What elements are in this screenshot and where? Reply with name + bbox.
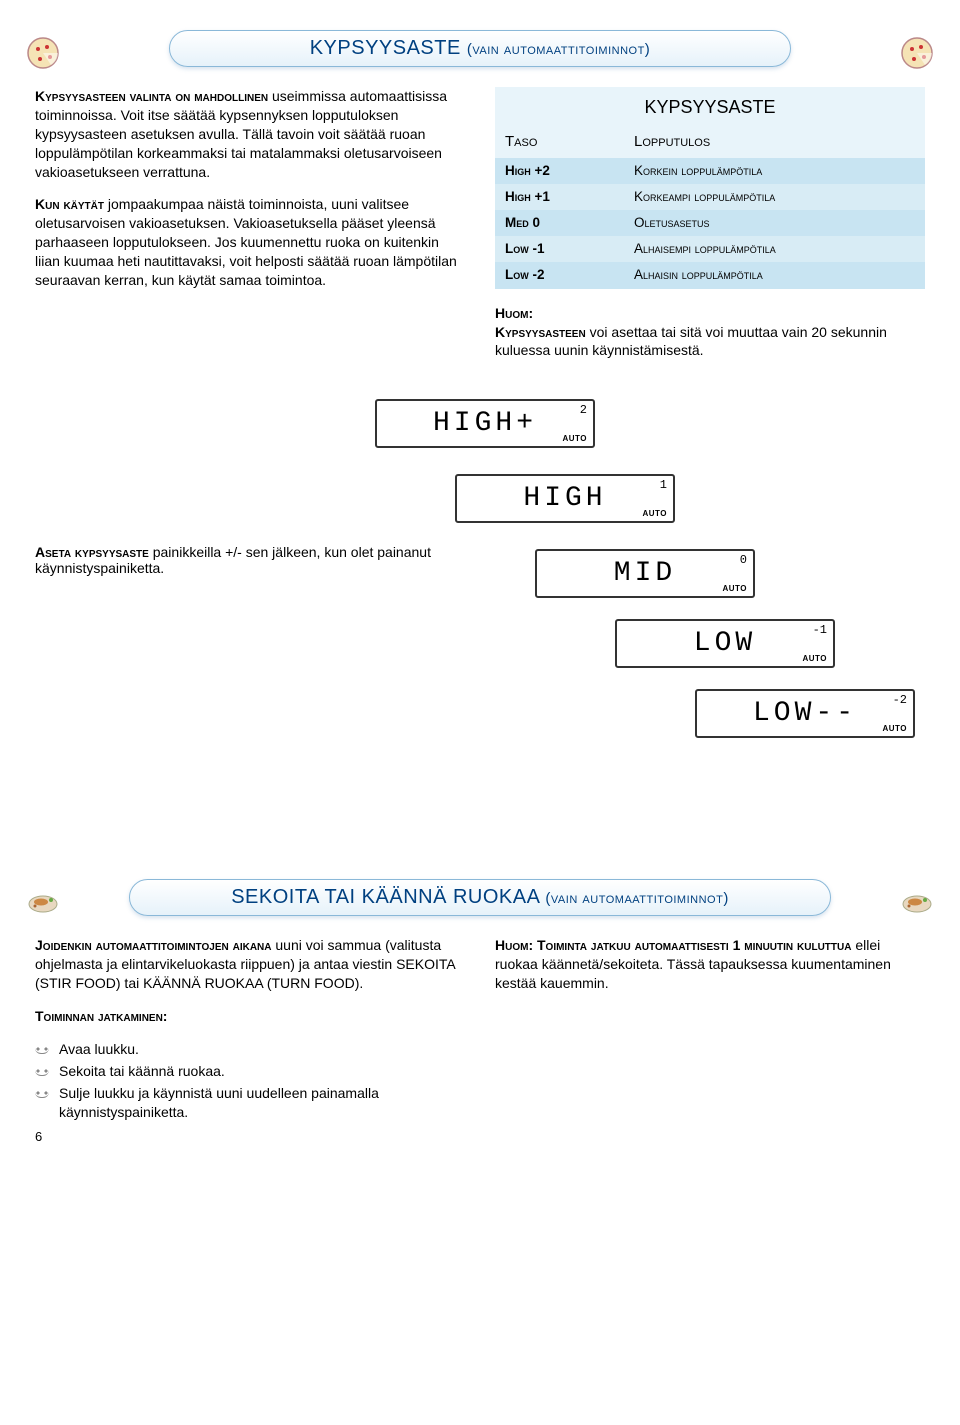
display-low-2: LOW-- -2 AUTO	[695, 689, 915, 738]
section1-subtitle: (vain automaattitoiminnot)	[467, 41, 650, 58]
display-num: 1	[660, 478, 667, 492]
food-icon	[899, 884, 935, 920]
display-main: HIGH+	[433, 408, 537, 439]
table-h2: Lopputulos	[624, 127, 925, 157]
s2-p1-lead: Joidenkin automaattitoimintojen aikana	[35, 937, 272, 953]
section2-right-column: Huom: Toiminta jatkuu automaattisesti 1 …	[495, 936, 925, 1124]
section2-title: SEKOITA TAI KÄÄNNÄ RUOKAA	[231, 886, 539, 908]
p2-lead: Kun käytät	[35, 196, 104, 212]
display-high-2: HIGH+ 2 AUTO	[375, 399, 595, 448]
table-cell: High +1	[495, 184, 624, 210]
set-instruction: Aseta kypsyysaste painikkeilla +/- sen j…	[35, 544, 455, 576]
table-cell: Korkeampi loppulämpötila	[624, 184, 925, 210]
table-cell: Oletusasetus	[624, 210, 925, 236]
section1-left-column: Kypsyysasteen valinta on mahdollinen use…	[35, 87, 465, 374]
display-auto: AUTO	[722, 584, 747, 593]
pizza-icon	[25, 35, 61, 71]
action-label: Toiminnan jatkaminen:	[35, 1008, 167, 1024]
display-low-1: LOW -1 AUTO	[615, 619, 835, 668]
display-main: HIGH	[523, 483, 606, 514]
section-header-sekoita: SEKOITA TAI KÄÄNNÄ RUOKAA (vain automaat…	[129, 879, 831, 916]
pizza-icon	[899, 35, 935, 71]
page-number: 6	[35, 1129, 42, 1144]
display-num: -1	[813, 623, 827, 637]
table-h1: Taso	[495, 127, 624, 157]
display-main: LOW--	[753, 698, 857, 729]
display-high-1: HIGH 1 AUTO	[455, 474, 675, 523]
display-auto: AUTO	[562, 434, 587, 443]
action-item: Avaa luukku.	[35, 1040, 465, 1059]
section2-subtitle: (vain automaattitoiminnot)	[545, 890, 728, 907]
section1-right-column: KYPSYYSASTE TasoLopputulos High +2Korkei…	[495, 87, 925, 374]
action-item: Sekoita tai käännä ruokaa.	[35, 1062, 465, 1081]
display-num: 2	[580, 403, 587, 417]
p1-lead: Kypsyysasteen valinta on mahdollinen	[35, 88, 268, 104]
display-auto: AUTO	[802, 654, 827, 663]
display-main: MID	[614, 558, 676, 589]
table-caption: KYPSYYSASTE	[495, 87, 925, 127]
display-stack: Aseta kypsyysaste painikkeilla +/- sen j…	[35, 399, 925, 729]
display-num: -2	[893, 693, 907, 707]
table-cell: Med 0	[495, 210, 624, 236]
table-cell: Korkein loppulämpötila	[624, 158, 925, 184]
display-num: 0	[740, 553, 747, 567]
set-lead: Aseta kypsyysaste	[35, 544, 149, 560]
food-icon	[25, 884, 61, 920]
display-mid-0: MID 0 AUTO	[535, 549, 755, 598]
huom-label: Huom:	[495, 305, 533, 321]
s2-right-lead: Huom: Toiminta jatkuu automaattisesti 1 …	[495, 937, 851, 953]
kypsyysaste-table: KYPSYYSASTE TasoLopputulos High +2Korkei…	[495, 87, 925, 289]
table-cell: Low -2	[495, 262, 624, 288]
huom-lead: Kypsyysasteen	[495, 324, 586, 340]
display-auto: AUTO	[642, 509, 667, 518]
table-cell: Alhaisin loppulämpötila	[624, 262, 925, 288]
action-list: Avaa luukku. Sekoita tai käännä ruokaa. …	[35, 1040, 465, 1122]
section1-title: KYPSYYSASTE	[310, 37, 461, 59]
table-cell: Low -1	[495, 236, 624, 262]
action-item: Sulje luukku ja käynnistä uuni uudelleen…	[35, 1084, 465, 1122]
section2-left-column: Joidenkin automaattitoimintojen aikana u…	[35, 936, 465, 1124]
table-cell: High +2	[495, 158, 624, 184]
display-main: LOW	[694, 628, 756, 659]
table-cell: Alhaisempi loppulämpötila	[624, 236, 925, 262]
section-header-kypsyysaste: KYPSYYSASTE (vain automaattitoiminnot)	[169, 30, 791, 67]
display-auto: AUTO	[882, 724, 907, 733]
